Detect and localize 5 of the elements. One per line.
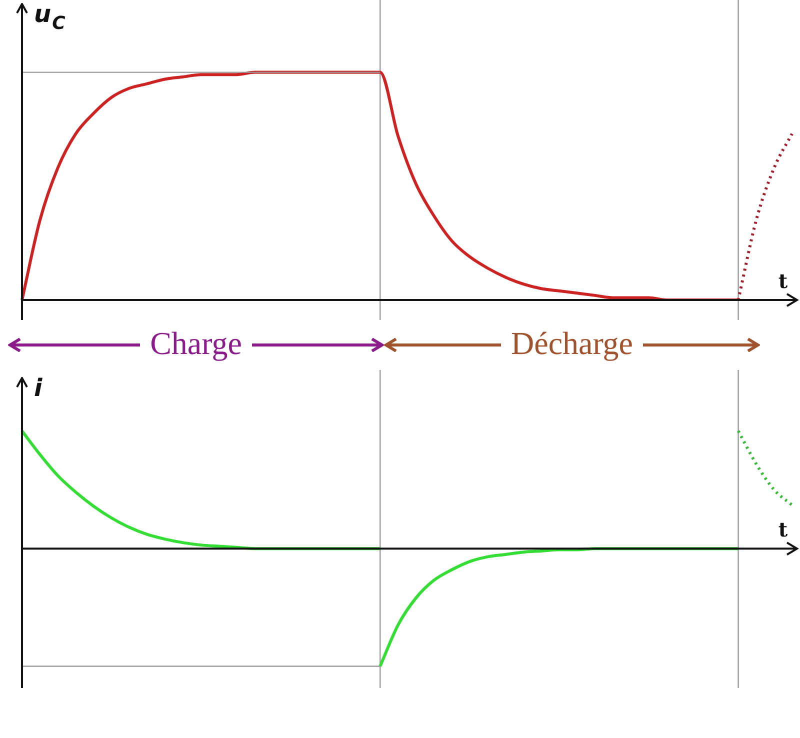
text: Charge xyxy=(140,325,252,361)
y-axis-title: i xyxy=(34,374,43,402)
x-axis-title: t xyxy=(778,269,788,293)
text: Décharge xyxy=(501,325,643,361)
x-axis-title: t xyxy=(778,518,788,542)
